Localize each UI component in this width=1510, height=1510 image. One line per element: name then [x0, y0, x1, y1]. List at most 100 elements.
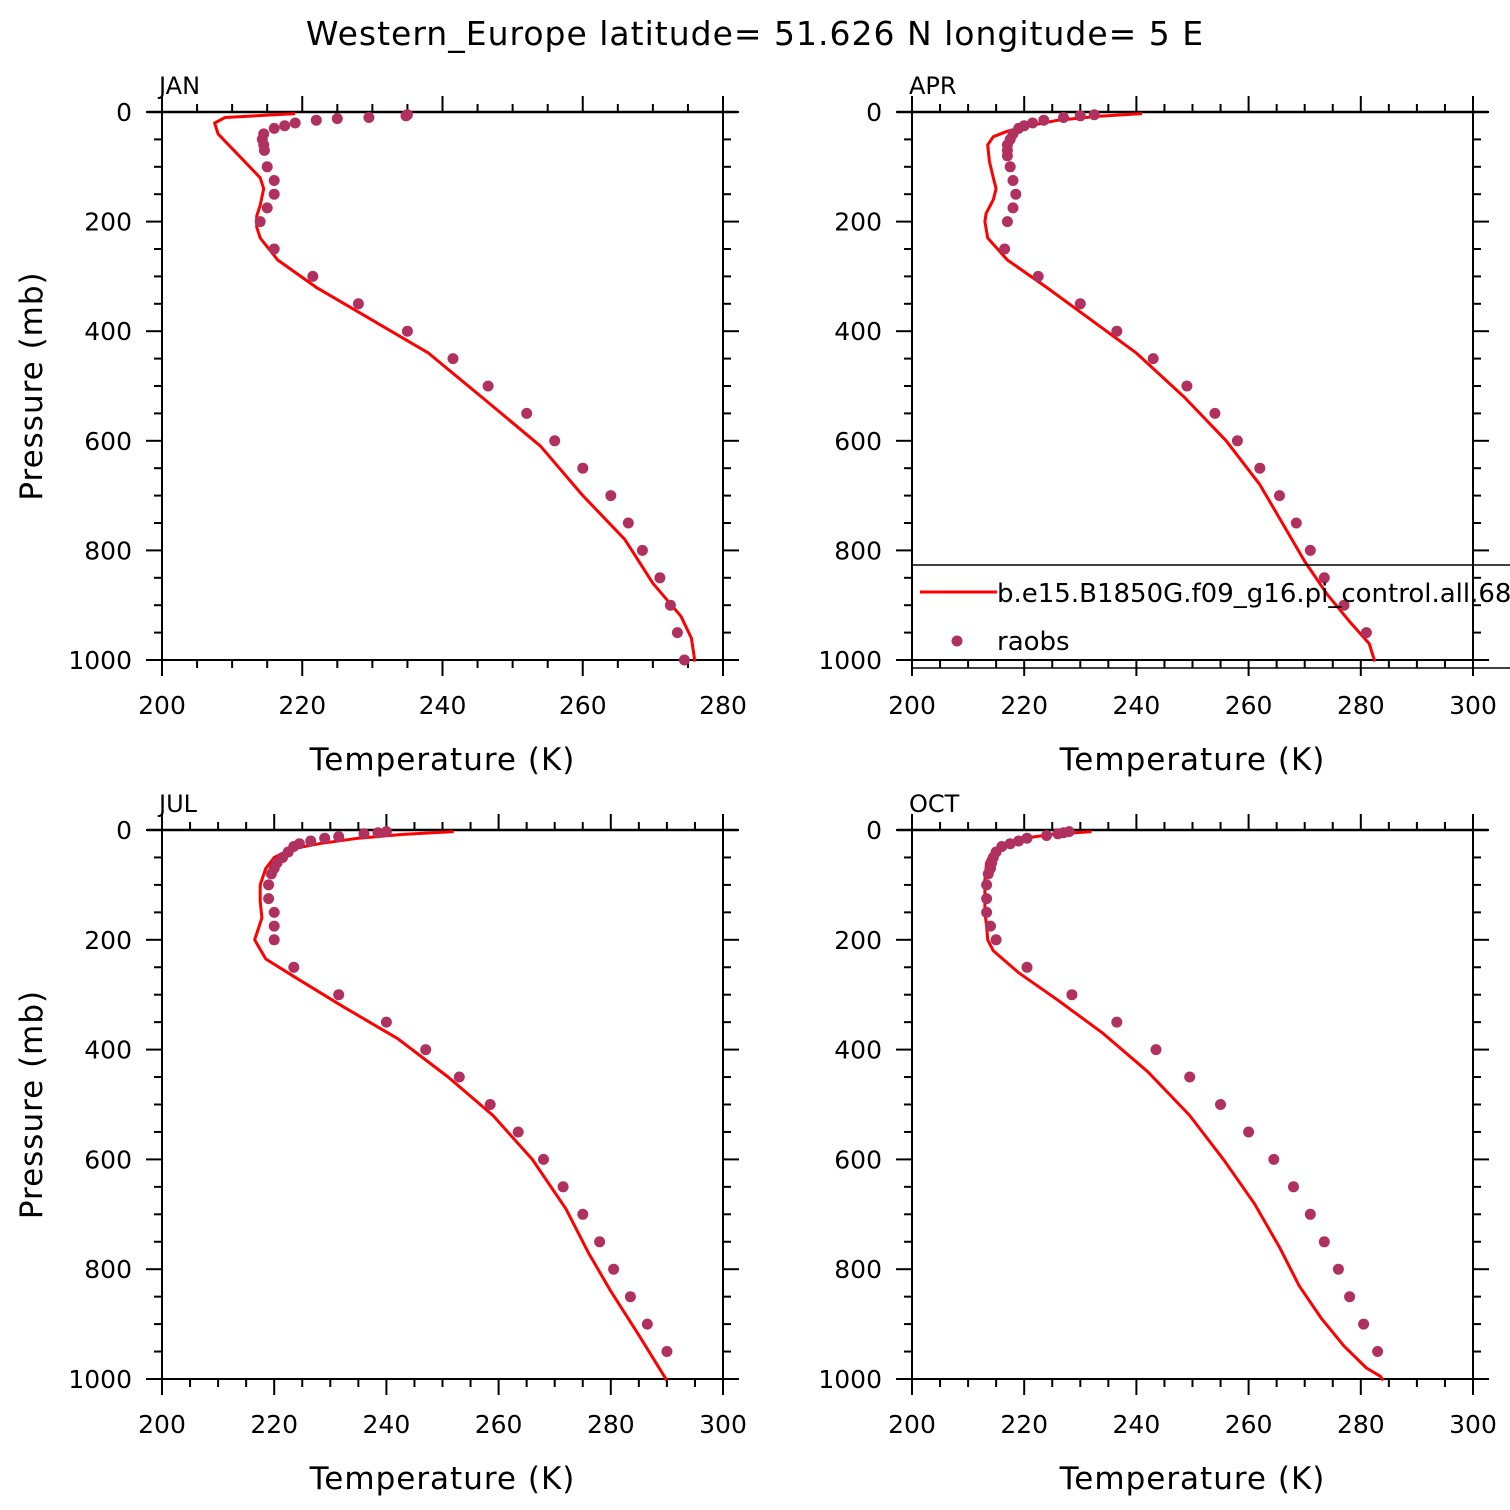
raobs-point	[1344, 1291, 1356, 1303]
legend-point-swatch	[951, 635, 963, 647]
plot-frame	[911, 829, 1474, 1380]
x-tick-label: 220	[1000, 1410, 1048, 1439]
raobs-point	[622, 517, 634, 529]
x-tick-label: 280	[1337, 1410, 1385, 1439]
raobs-point	[1010, 188, 1022, 200]
raobs-point	[268, 243, 280, 255]
raobs-point	[982, 868, 994, 880]
x-tick-label: 300	[699, 1410, 747, 1439]
x-tick-label: 240	[419, 691, 467, 720]
x-tick-label: 200	[888, 691, 936, 720]
raobs-point	[636, 544, 648, 556]
x-tick-label: 300	[1449, 691, 1497, 720]
raobs-point	[1021, 832, 1033, 844]
raobs-point	[307, 270, 319, 282]
x-axis-title: Temperature (K)	[309, 1461, 576, 1497]
y-tick-label: 200	[834, 926, 882, 955]
x-tick-label: 240	[363, 1410, 411, 1439]
raobs-point	[1254, 462, 1266, 474]
raobs-point	[981, 906, 993, 918]
raobs-point	[268, 175, 280, 186]
raobs-point	[521, 407, 533, 419]
y-tick-label: 1000	[68, 646, 132, 675]
raobs-point	[608, 1263, 620, 1275]
y-tick-label: 600	[84, 427, 132, 456]
raobs-point	[624, 1291, 636, 1303]
y-tick-label: 800	[834, 1255, 882, 1284]
y-tick-label: 600	[84, 1145, 132, 1174]
legend: b.e15.B1850G.f09_g16.pi_control.all.68ra…	[911, 564, 1510, 669]
raobs-point	[1074, 298, 1086, 310]
raobs-point	[263, 879, 275, 891]
raobs-point	[263, 893, 275, 905]
raobs-point	[1215, 1099, 1226, 1110]
raobs-point	[333, 989, 345, 1001]
raobs-point	[999, 243, 1011, 255]
y-axis-title: Pressure (mb)	[14, 990, 50, 1219]
raobs-point	[664, 599, 676, 611]
raobs-point	[268, 906, 280, 918]
raobs-point	[577, 1208, 589, 1220]
raobs-point	[484, 1099, 496, 1110]
x-tick-label: 260	[475, 1410, 523, 1439]
y-tick-label: 200	[84, 208, 132, 237]
y-tick-label: 0	[116, 98, 132, 127]
y-tick-label: 400	[834, 317, 882, 346]
model-series-line	[253, 830, 669, 1382]
x-tick-label: 280	[699, 691, 747, 720]
x-tick-label: 260	[1225, 691, 1273, 720]
raobs-point	[1004, 838, 1016, 850]
y-tick-label: 0	[866, 98, 882, 127]
raobs-point	[1288, 1181, 1299, 1193]
raobs-point	[1041, 830, 1053, 841]
raobs-point	[990, 934, 1002, 946]
raobs-point	[1001, 150, 1013, 162]
figure-title: Western_Europe latitude= 51.626 N longit…	[306, 14, 1204, 53]
x-axis-title: Temperature (K)	[1059, 742, 1326, 778]
raobs-point	[1304, 544, 1316, 556]
raobs-point	[577, 462, 589, 474]
raobs-point	[1111, 325, 1123, 337]
raobs-point	[985, 920, 996, 932]
raobs-point	[671, 627, 683, 639]
raobs-point	[1001, 216, 1013, 228]
x-tick-label: 220	[1000, 691, 1048, 720]
raobs-point	[1013, 835, 1025, 847]
x-axis-title: Temperature (K)	[1059, 1461, 1326, 1497]
raobs-point	[482, 380, 494, 392]
y-tick-label: 600	[834, 1145, 882, 1174]
raobs-point	[372, 827, 384, 839]
raobs-point	[447, 353, 459, 365]
raobs-point	[1243, 1126, 1255, 1138]
raobs-point	[1360, 627, 1372, 639]
raobs-point	[641, 1318, 653, 1330]
legend-model-label: b.e15.B1850G.f09_g16.pi_control.all.68	[997, 579, 1510, 609]
y-tick-label: 800	[84, 536, 132, 565]
y-tick-label: 1000	[818, 1365, 882, 1394]
x-tick-label: 260	[559, 691, 607, 720]
x-tick-label: 300	[1449, 1410, 1497, 1439]
x-tick-label: 240	[1113, 1410, 1161, 1439]
raobs-point	[1027, 117, 1039, 129]
raobs-point	[1058, 112, 1069, 123]
raobs-point	[1032, 270, 1044, 282]
y-tick-label: 1000	[818, 646, 882, 675]
panel-label: APR	[909, 72, 957, 100]
raobs-point	[1268, 1153, 1280, 1165]
raobs-point	[1274, 490, 1285, 502]
raobs-point	[258, 144, 270, 156]
raobs-point	[981, 879, 993, 891]
raobs-point	[289, 117, 301, 129]
y-tick-label: 0	[116, 816, 132, 845]
raobs-point	[288, 961, 300, 973]
y-tick-label: 0	[866, 816, 882, 845]
raobs-point	[268, 934, 280, 946]
raobs-point	[661, 1346, 673, 1357]
plot-frame	[161, 829, 724, 1380]
raobs-point	[453, 1071, 465, 1083]
